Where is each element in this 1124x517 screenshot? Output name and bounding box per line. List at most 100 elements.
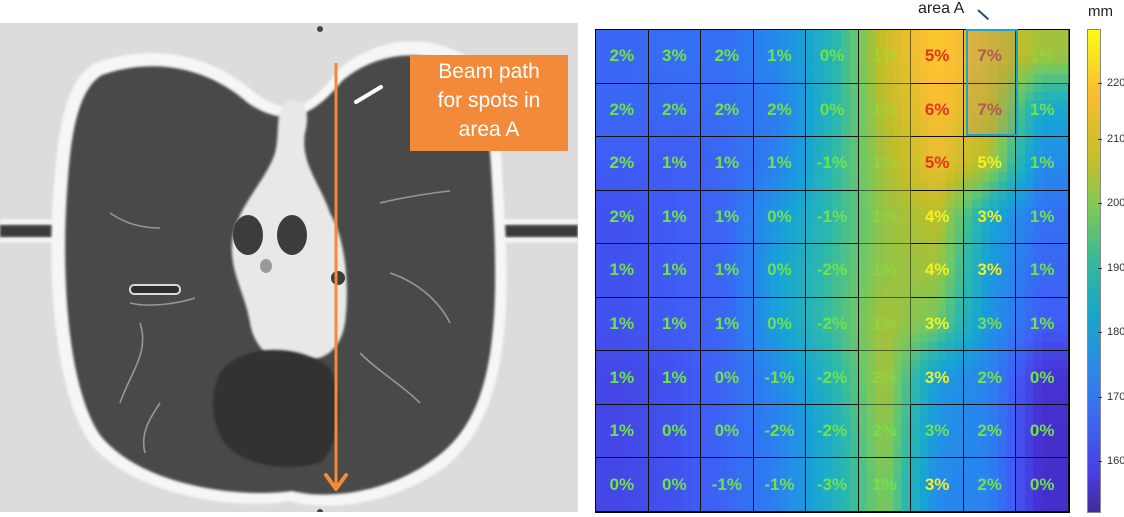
heatmap-cell: 0% <box>753 190 807 245</box>
colorbar-tick: 170 <box>1097 391 1124 403</box>
heatmap-cell: 4% <box>911 244 964 298</box>
heatmap-cell: 3% <box>911 351 964 405</box>
heatmap-cell: 3% <box>911 458 964 512</box>
area-a-highlight-box <box>966 29 1018 136</box>
heatmap-cell: 1% <box>596 244 649 298</box>
heatmap-colors <box>596 30 1069 512</box>
beam-label-line-1: Beam path <box>438 60 540 83</box>
heatmap-cell: -2% <box>806 244 859 298</box>
heatmap-cell: 3% <box>648 30 702 84</box>
heatmap-cell: 3% <box>911 404 964 459</box>
colorbar-tick: 210 <box>1097 133 1124 145</box>
heatmap-cell: 1% <box>1016 137 1069 191</box>
heatmap-cell: 2% <box>701 30 754 84</box>
heatmap-cell: 4% <box>911 190 964 245</box>
heatmap-cell: 1% <box>701 244 754 298</box>
heatmap-grid: 2% 3% 2% 1% 0% 1% 5% 7% 1% 2% 2% 2% 2% 0% 1% 6% 7% 1% 2% 1%… <box>596 30 1069 512</box>
colorbar-tick: 220 <box>1097 77 1124 89</box>
heatmap-cell: 1% <box>701 190 754 245</box>
heatmap-cell: 0% <box>648 404 702 459</box>
heatmap-cell: -1% <box>753 351 807 405</box>
beam-label-line-2: for spots in <box>437 89 541 112</box>
heatmap-cell: 0% <box>596 458 649 512</box>
heatmap-cell: 1% <box>1016 83 1069 138</box>
heatmap-cell: 1% <box>858 244 912 298</box>
heatmap-cell: 0% <box>648 458 702 512</box>
heatmap-cell: 2% <box>596 190 649 245</box>
heatmap-cell: 2% <box>596 30 649 84</box>
heatmap-cell: -1% <box>701 458 754 512</box>
heatmap-cell: 5% <box>963 137 1017 191</box>
heatmap-cell: 2% <box>701 83 754 138</box>
heatmap-cell: 0% <box>753 244 807 298</box>
heatmap-cell: -2% <box>753 404 807 459</box>
heatmap-cell: 1% <box>858 83 912 138</box>
heatmap-cell: 0% <box>701 351 754 405</box>
ct-scan-image: Beam path for spots in area A <box>0 23 578 512</box>
beam-path-label: Beam path for spots in area A <box>410 55 568 151</box>
heatmap-cell: 1% <box>858 30 912 84</box>
range-heatmap: 2% 3% 2% 1% 0% 1% 5% 7% 1% 2% 2% 2% 2% 0% 1% 6% 7% 1% 2% 1%… <box>595 29 1070 513</box>
colorbar-tick: 200 <box>1097 197 1124 209</box>
heatmap-cell: 2% <box>858 351 912 405</box>
heatmap-cell: 2% <box>648 83 702 138</box>
colorbar-tick: 160 <box>1097 455 1124 467</box>
heatmap-cell: 0% <box>753 297 807 352</box>
heatmap-cell: -1% <box>806 137 859 191</box>
heatmap-cell: 0% <box>1016 458 1069 512</box>
heatmap-cell: 5% <box>911 30 964 84</box>
heatmap-cell: 1% <box>858 297 912 352</box>
heatmap-cell: 2% <box>858 404 912 459</box>
heatmap-cell: 1% <box>858 190 912 245</box>
heatmap-cell: 2% <box>753 83 807 138</box>
heatmap-cell: -1% <box>806 190 859 245</box>
heatmap-cell: 1% <box>701 137 754 191</box>
colorbar-tick: 180 <box>1097 326 1124 338</box>
beam-label-line-3: area A <box>458 118 520 141</box>
heatmap-cell: 1% <box>753 137 807 191</box>
colorbar-tick: 190 <box>1097 262 1124 274</box>
heatmap-cell: 1% <box>596 297 649 352</box>
heatmap-cell: 1% <box>1016 190 1069 245</box>
heatmap-cell: 1% <box>858 458 912 512</box>
colorbar <box>1087 29 1101 513</box>
heatmap-cell: 2% <box>596 83 649 138</box>
heatmap-cell: 1% <box>596 404 649 459</box>
heatmap-cell: 5% <box>911 137 964 191</box>
heatmap-cell: 3% <box>963 244 1017 298</box>
heatmap-cell: 0% <box>701 404 754 459</box>
heatmap-cell: 7% <box>963 30 1017 84</box>
heatmap-cell: 2% <box>963 404 1017 459</box>
heatmap-cell: 1% <box>648 137 702 191</box>
heatmap-cell: 1% <box>648 190 702 245</box>
heatmap-cell: 1% <box>1016 244 1069 298</box>
annotation-pointer <box>354 85 383 104</box>
heatmap-cell: 1% <box>1016 30 1069 84</box>
heatmap-cell: 6% <box>911 83 964 138</box>
heatmap-cell: 0% <box>1016 351 1069 405</box>
heatmap-cell: 0% <box>1016 404 1069 459</box>
heatmap-cell: 1% <box>648 244 702 298</box>
area-a-label: area A <box>918 0 965 17</box>
heatmap-cell: 3% <box>963 190 1017 245</box>
heatmap-cell: 1% <box>1016 297 1069 352</box>
heatmap-cell: -3% <box>806 458 859 512</box>
colorbar-unit: mm <box>1088 3 1113 20</box>
heatmap-cell: 3% <box>911 297 964 352</box>
heatmap-cell: 1% <box>648 351 702 405</box>
heatmap-cell: 0% <box>806 83 859 138</box>
heatmap-cell: 2% <box>963 351 1017 405</box>
heatmap-cell: 2% <box>963 458 1017 512</box>
heatmap-cell: -1% <box>753 458 807 512</box>
heatmap-cell: 7% <box>963 83 1017 138</box>
heatmap-cell: -2% <box>806 404 859 459</box>
heatmap-cell: 2% <box>596 137 649 191</box>
heatmap-cell: -2% <box>806 351 859 405</box>
heatmap-cell: 1% <box>753 30 807 84</box>
heatmap-cell: 1% <box>596 351 649 405</box>
heatmap-cell: 0% <box>806 30 859 84</box>
heatmap-cell: -2% <box>806 297 859 352</box>
heatmap-cell: 1% <box>858 137 912 191</box>
area-a-pointer-icon <box>977 9 990 21</box>
ct-scan-drawing <box>0 26 578 512</box>
